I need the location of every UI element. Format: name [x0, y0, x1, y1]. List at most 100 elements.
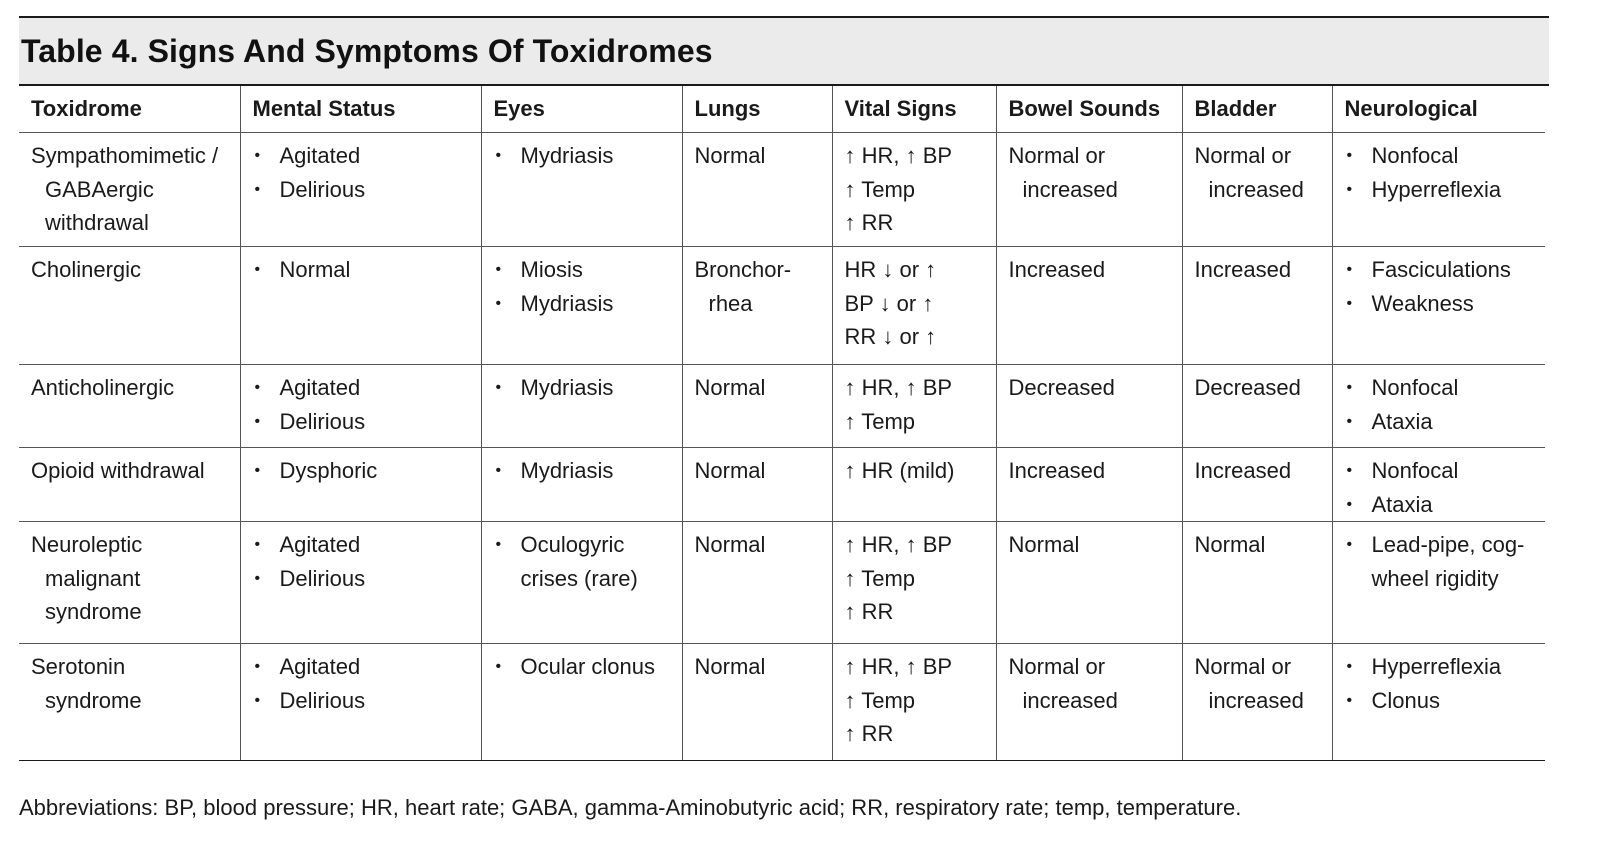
table-title: Table 4. Signs And Symptoms Of Toxidrome…	[21, 32, 713, 69]
vital-sign-line: ↑ Temp	[844, 687, 916, 713]
bullet-item: Mydriasis	[494, 454, 682, 488]
toxidrome-cell-line: Serotonin	[31, 654, 126, 680]
bullet-item: Nonfocal	[1345, 139, 1546, 173]
lungs-cell: Normal	[681, 132, 832, 247]
abbreviations-footnote: Abbreviations: BP, blood pressure; HR, h…	[19, 795, 1242, 820]
bullet-item: Mydriasis	[494, 371, 682, 405]
mental-status-cell-list: Dysphoric	[253, 454, 481, 488]
vital-signs-cell: HR ↓ or ↑ BP ↓ or ↑ RR ↓ or ↑	[831, 246, 996, 365]
bullet-item: Ataxia	[1345, 405, 1546, 439]
eyes-cell-list: Mydriasis	[494, 371, 682, 405]
bowel-sounds-cell: Normal	[995, 521, 1182, 645]
table-row: Sympathomimetic / GABAergic withdrawal Agit…	[19, 132, 1546, 247]
header-row: Toxidrome Mental Status Eyes Lungs Vital…	[19, 86, 1545, 133]
header-eyes: Eyes	[480, 86, 682, 133]
header-mental-status: Mental Status	[239, 86, 481, 133]
mental-status-cell-list: AgitatedDelirious	[253, 371, 481, 438]
vital-sign-line: ↑ HR (mild)	[844, 458, 955, 483]
toxidrome-cell-line: Opioid withdrawal	[31, 458, 205, 483]
vital-sign-line: ↑ RR	[844, 599, 894, 625]
toxidrome-cell-line: Sympathomimetic /	[31, 143, 219, 168]
bullet-item: Delirious	[253, 173, 481, 207]
lungs-cell-line: Normal	[694, 458, 766, 483]
bladder-cell-line: Normal	[1194, 532, 1266, 558]
eyes-cell: Oculogyric crises (rare)	[480, 521, 682, 645]
neurological-cell-list: NonfocalAtaxia	[1345, 454, 1546, 521]
mental-status-cell-list: AgitatedDelirious	[253, 528, 481, 595]
bladder-cell: Increased	[1181, 447, 1332, 523]
bowel-sounds-cell: Increased	[995, 447, 1182, 523]
bladder-cell-line: Normal or	[1194, 143, 1292, 168]
bullet-item: Normal	[253, 253, 481, 287]
header-neurological: Neurological	[1331, 86, 1545, 133]
toxidrome-cell-line: syndrome	[45, 599, 142, 625]
toxidrome-cell: Neuroleptic malignant syndrome	[19, 521, 240, 645]
table-row: CholinergicNormalMiosisMydriasisBronchor…	[19, 246, 1546, 365]
bladder-cell-line: increased	[1208, 176, 1304, 202]
bullet-item: Agitated	[253, 139, 481, 173]
neurological-cell: Lead-pipe, cog-wheel rigidity	[1331, 521, 1546, 645]
bladder-cell-line: Normal or	[1194, 654, 1292, 680]
header-vital-signs: Vital Signs	[831, 86, 996, 133]
bowel-sounds-cell-line: Decreased	[1008, 375, 1115, 400]
vital-sign-line: RR ↓ or ↑	[844, 324, 937, 350]
bullet-item: Nonfocal	[1345, 371, 1546, 405]
bullet-item: Mydriasis	[494, 287, 682, 321]
bullet-item: Weakness	[1345, 287, 1546, 321]
vital-signs-cell: ↑ HR, ↑ BP ↑ Temp ↑ RR	[831, 521, 996, 645]
eyes-cell-list: Oculogyric crises (rare)	[494, 528, 682, 595]
bullet-item: Clonus	[1345, 684, 1546, 718]
toxidrome-cell-line: Anticholinergic	[31, 375, 175, 400]
table-body: Sympathomimetic / GABAergic withdrawal Agit…	[19, 132, 1546, 762]
vital-sign-line: ↑ RR	[844, 210, 894, 236]
table-row: Serotonin syndrome AgitatedDelirious Ocular…	[19, 643, 1546, 762]
header-bladder: Bladder	[1181, 86, 1332, 133]
eyes-cell: Mydriasis	[480, 447, 682, 523]
bullet-item: Delirious	[253, 684, 481, 718]
vital-sign-line: ↑ Temp	[844, 176, 916, 202]
bullet-item: Agitated	[253, 371, 481, 405]
bladder-cell: Decreased	[1181, 364, 1332, 448]
header-lungs: Lungs	[681, 86, 832, 133]
eyes-cell-list: MiosisMydriasis	[494, 253, 682, 320]
lungs-cell: Normal	[681, 521, 832, 645]
bladder-cell-line: increased	[1208, 687, 1304, 713]
bladder-cell: Normal or increased	[1181, 643, 1332, 762]
mental-status-cell: AgitatedDelirious	[239, 643, 481, 762]
vital-signs-cell: ↑ HR (mild)	[831, 447, 996, 523]
header-bowel-sounds: Bowel Sounds	[995, 86, 1182, 133]
eyes-cell: Mydriasis	[480, 364, 682, 448]
lungs-cell-line: Normal	[694, 532, 766, 558]
toxidrome-cell: Serotonin syndrome	[19, 643, 240, 762]
neurological-cell-list: NonfocalAtaxia	[1345, 371, 1546, 438]
vital-sign-line: HR ↓ or ↑	[844, 257, 937, 282]
bowel-sounds-cell-line: Normal or	[1008, 654, 1106, 680]
lungs-cell: Normal	[681, 447, 832, 523]
mental-status-cell: AgitatedDelirious	[239, 521, 481, 645]
toxidrome-cell-line: withdrawal	[45, 210, 149, 236]
toxidrome-cell: Opioid withdrawal	[19, 447, 240, 523]
neurological-cell-list: Lead-pipe, cog-wheel rigidity	[1345, 528, 1546, 595]
bullet-item: Ocular clonus	[494, 650, 682, 684]
bladder-cell: Normal or increased	[1181, 132, 1332, 247]
lungs-cell-line: Normal	[694, 654, 766, 680]
toxidrome-cell-line: malignant	[45, 565, 141, 591]
toxidrome-table: Toxidrome Mental Status Eyes Lungs Vital…	[19, 86, 1546, 762]
eyes-cell: MiosisMydriasis	[480, 246, 682, 365]
table-row: Opioid withdrawal Dysphoric Mydriasis Norma…	[19, 447, 1546, 523]
bullet-item: Fasciculations	[1345, 253, 1546, 287]
bowel-sounds-cell-line: Normal or	[1008, 143, 1106, 168]
bowel-sounds-cell: Normal or increased	[995, 132, 1182, 247]
bullet-item: Hyperreflexia	[1345, 650, 1546, 684]
mental-status-cell-list: AgitatedDelirious	[253, 139, 481, 206]
vital-sign-line: BP ↓ or ↑	[844, 290, 934, 316]
bullet-item: Delirious	[253, 562, 481, 596]
neurological-cell-list: HyperreflexiaClonus	[1345, 650, 1546, 717]
bowel-sounds-cell-line: Increased	[1008, 458, 1106, 483]
bowel-sounds-cell: Decreased	[995, 364, 1182, 448]
lungs-cell-line: Normal	[694, 375, 766, 400]
bullet-item: Agitated	[253, 528, 481, 562]
bullet-item: Lead-pipe, cog-wheel rigidity	[1345, 528, 1546, 595]
vital-sign-line: ↑ HR, ↑ BP	[844, 375, 953, 400]
bladder-cell: Increased	[1181, 246, 1332, 365]
